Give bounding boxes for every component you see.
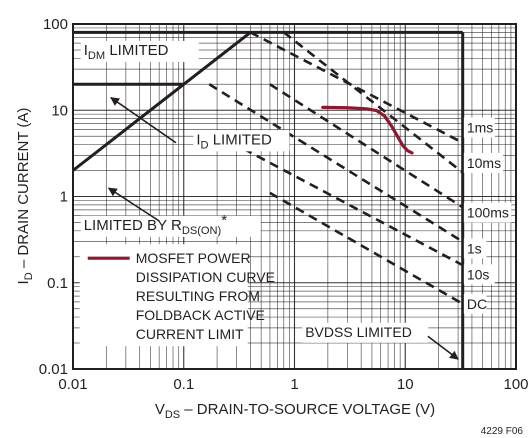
y-tick-label: 1	[60, 189, 68, 206]
y-axis-label: ID – DRAIN CURRENT (A)	[15, 108, 35, 285]
data-series	[321, 105, 414, 155]
soa-label-bg	[463, 117, 495, 138]
bvdss-limited-label: BVDSS LIMITED	[305, 324, 412, 340]
soa-label-10ms: 10ms	[467, 155, 501, 171]
tick-labels: 0.01 0.1 1 10 100 0.01 0.1 1 10 100	[39, 16, 529, 393]
annotation-arrow	[110, 96, 177, 144]
soa-label-1s: 1s	[467, 240, 482, 256]
idm-limited-label-bg	[80, 40, 199, 62]
y-tick-label: 100	[43, 16, 68, 33]
soa-line-1ms	[249, 31, 464, 144]
soa-label-bg	[463, 238, 487, 259]
bvdss-label-bg	[302, 322, 429, 343]
soa-label-dc: DC	[467, 296, 487, 312]
id-limited-label: ID LIMITED	[196, 131, 272, 151]
soa-label-bg	[463, 152, 504, 173]
figure-id: 4229 F06	[481, 426, 524, 437]
y-tick-label: 0.01	[39, 361, 68, 378]
x-tick-label: 0.1	[173, 376, 194, 393]
x-axis-label: VDS – DRAIN-TO-SOURCE VOLTAGE (V)	[155, 401, 435, 421]
soa-label-1ms: 1ms	[467, 120, 493, 136]
soa-line-dc	[269, 191, 464, 305]
rdson-limit-line	[73, 31, 252, 172]
soa-lines	[208, 31, 464, 305]
plot-frame	[72, 23, 517, 370]
soa-label-100ms: 100ms	[467, 205, 509, 221]
legend-text-line: DISSIPATION CURVE	[136, 269, 275, 285]
x-tick-label: 10	[397, 376, 414, 393]
soa-line-100ms	[269, 83, 464, 209]
legend-box	[79, 244, 248, 347]
limit-boundaries	[73, 30, 465, 369]
id-limited-label-bg	[193, 130, 290, 152]
y-tick-label: 0.1	[47, 275, 68, 292]
legend-text-line: CURRENT LIMIT	[136, 326, 244, 342]
x-tick-label: 0.01	[58, 376, 87, 393]
legend-text-line: FOLDBACK ACTIVE	[136, 307, 265, 323]
annotation-arrow	[427, 335, 459, 360]
legend-text-line: RESULTING FROM	[136, 288, 260, 304]
soa-label-10s: 10s	[467, 266, 490, 282]
x-tick-label: 100	[503, 376, 528, 393]
soa-label-bg	[463, 293, 487, 314]
mosfet-dissipation-curve	[321, 105, 414, 155]
soa-line-10s	[216, 133, 464, 267]
rdson-limited-label: LIMITED BY RDS(ON)*	[84, 212, 228, 237]
rdson-limited-label-bg	[80, 215, 261, 237]
soa-line-10ms	[282, 31, 464, 174]
legend-text-line: MOSFET POWER	[136, 250, 251, 266]
soa-label-bg	[463, 264, 495, 285]
soa-label-bg	[463, 202, 512, 223]
soa-line-1s	[208, 83, 464, 243]
annotation-arrow	[107, 187, 160, 222]
annotations: 1ms 10ms 100ms 1s 10s DC IDM LIMITED ID LIMITED…	[79, 40, 512, 360]
x-tick-label: 1	[290, 376, 298, 393]
y-tick-label: 10	[51, 102, 68, 119]
idm-limited-label: IDM LIMITED	[84, 42, 169, 62]
